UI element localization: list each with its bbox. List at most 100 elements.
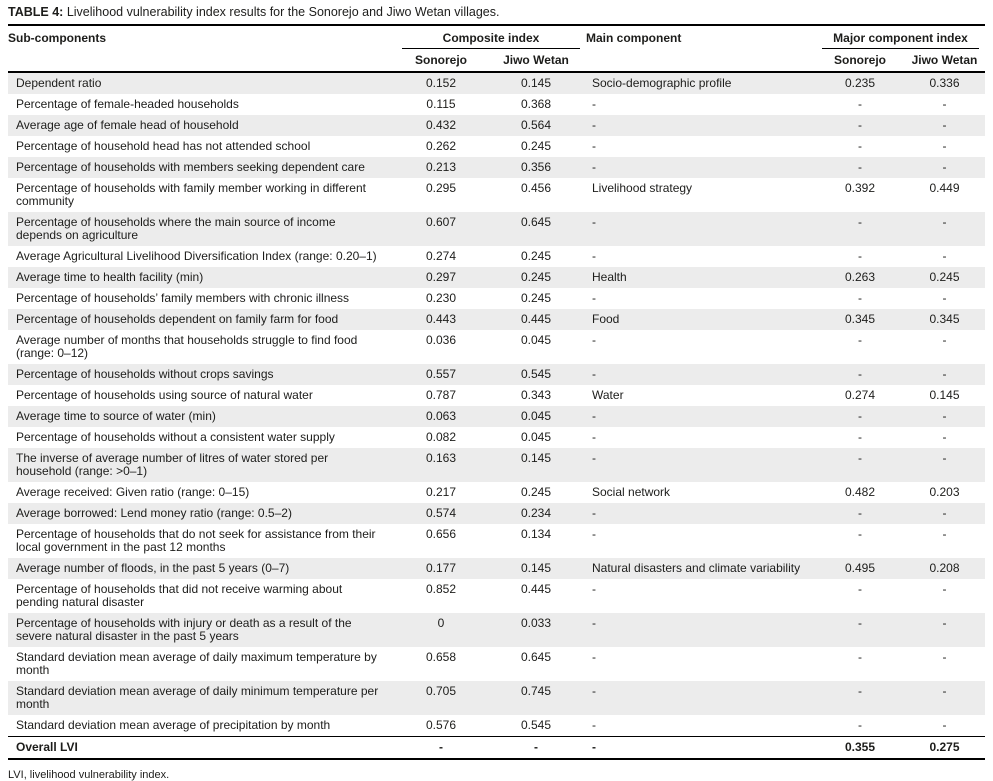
table-row: Average time to source of water (min) 0.…	[8, 406, 985, 427]
header-composite-index: Composite index	[396, 26, 586, 51]
composite-sonorejo-cell: 0.115	[426, 97, 456, 111]
composite-jiwo-cell: 0.645	[520, 215, 552, 229]
sub-component-cell: Standard deviation mean average of preci…	[16, 718, 331, 732]
major-jiwo-cell: -	[942, 409, 947, 423]
composite-sonorejo-cell: 0.705	[425, 684, 457, 698]
major-sonorejo-cell: -	[858, 650, 862, 664]
table-row: Average number of months that households…	[8, 330, 985, 364]
major-sonorejo-cell: -	[858, 616, 862, 630]
main-component-cell: -	[592, 409, 596, 423]
composite-sonorejo-cell: 0.576	[425, 718, 457, 732]
table-title-text: Livelihood vulnerability index results f…	[66, 5, 500, 19]
sub-component-cell: Percentage of households that did not re…	[16, 582, 343, 609]
composite-sonorejo-cell: 0.230	[425, 291, 457, 305]
table-row: Standard deviation mean average of daily…	[8, 681, 985, 715]
composite-sonorejo-cell: 0.297	[425, 270, 457, 284]
main-component-cell: Natural disasters and climate variabilit…	[592, 561, 801, 575]
overall-major-jiwo-cell: 0.275	[904, 736, 985, 760]
major-sonorejo-cell: 0.495	[844, 561, 876, 575]
main-component-cell: -	[592, 249, 596, 263]
major-jiwo-cell: -	[942, 139, 947, 153]
major-jiwo-cell: -	[942, 249, 947, 263]
sub-component-cell: Percentage of households with members se…	[16, 160, 365, 174]
composite-jiwo-cell: 0.145	[520, 76, 552, 90]
main-component-cell: -	[592, 616, 596, 630]
table-row: Average Agricultural Livelihood Diversif…	[8, 246, 985, 267]
major-jiwo-cell: -	[942, 718, 947, 732]
table-row: Dependent ratio 0.152 0.145 Socio-demogr…	[8, 72, 985, 94]
major-jiwo-cell: -	[942, 451, 947, 465]
composite-sonorejo-cell: 0.574	[425, 506, 457, 520]
major-jiwo-cell: -	[942, 97, 947, 111]
table-row: Percentage of households with members se…	[8, 157, 985, 178]
sub-component-cell: Percentage of households dependent on fa…	[16, 312, 339, 326]
sub-component-cell: Percentage of households’ family members…	[16, 291, 350, 305]
sub-component-cell: Standard deviation mean average of daily…	[16, 684, 379, 711]
composite-sonorejo-cell: 0.177	[425, 561, 457, 575]
composite-jiwo-cell: 0.045	[520, 333, 552, 347]
major-jiwo-cell: -	[942, 367, 947, 381]
table-row: Percentage of households with injury or …	[8, 613, 985, 647]
composite-sonorejo-cell: 0.656	[425, 527, 457, 541]
sub-component-cell: Average number of floods, in the past 5 …	[16, 561, 290, 575]
composite-jiwo-cell: 0.456	[520, 181, 552, 195]
overall-lvi-row: Overall LVI - - - 0.355 0.275	[8, 736, 985, 760]
overall-label-cell: Overall LVI	[8, 736, 396, 760]
sub-component-cell: Percentage of households without crops s…	[16, 367, 274, 381]
main-component-cell: -	[592, 527, 596, 541]
major-jiwo-cell: -	[942, 333, 947, 347]
table-row: Average time to health facility (min) 0.…	[8, 267, 985, 288]
major-sonorejo-cell: -	[858, 684, 862, 698]
header-major-sonorejo: Sonorejo	[816, 51, 904, 73]
major-jiwo-cell: 0.208	[929, 561, 960, 575]
composite-jiwo-cell: 0.145	[520, 561, 552, 575]
composite-jiwo-cell: 0.445	[520, 312, 552, 326]
main-component-cell: -	[592, 430, 596, 444]
composite-sonorejo-cell: 0	[437, 616, 445, 630]
composite-jiwo-cell: 0.045	[520, 409, 552, 423]
sub-component-cell: Percentage of female-headed households	[16, 97, 239, 111]
main-component-cell: -	[592, 684, 596, 698]
composite-sonorejo-cell: 0.787	[425, 388, 457, 402]
sub-component-cell: The inverse of average number of litres …	[16, 451, 329, 478]
main-component-cell: Health	[592, 270, 627, 284]
major-sonorejo-cell: -	[858, 215, 862, 229]
composite-sonorejo-cell: 0.443	[425, 312, 457, 326]
composite-sonorejo-cell: 0.152	[425, 76, 457, 90]
major-sonorejo-cell: 0.482	[844, 485, 876, 499]
major-jiwo-cell: -	[942, 291, 947, 305]
table-row: Average age of female head of household …	[8, 115, 985, 136]
major-jiwo-cell: -	[942, 506, 947, 520]
main-component-cell: Socio-demographic profile	[592, 76, 732, 90]
composite-sonorejo-cell: 0.274	[425, 249, 457, 263]
table-row: Average borrowed: Lend money ratio (rang…	[8, 503, 985, 524]
composite-jiwo-cell: 0.045	[520, 430, 552, 444]
composite-jiwo-cell: 0.234	[520, 506, 552, 520]
composite-jiwo-cell: 0.356	[520, 160, 552, 174]
major-sonorejo-cell: -	[858, 409, 862, 423]
main-component-cell: -	[592, 139, 596, 153]
main-component-cell: -	[592, 215, 596, 229]
major-jiwo-cell: 0.345	[929, 312, 960, 326]
composite-jiwo-cell: 0.545	[520, 718, 552, 732]
table-row: Percentage of households where the main …	[8, 212, 985, 246]
major-jiwo-cell: 0.145	[929, 388, 960, 402]
major-sonorejo-cell: -	[858, 118, 862, 132]
major-sonorejo-cell: -	[858, 139, 862, 153]
main-component-cell: -	[592, 118, 596, 132]
composite-jiwo-cell: 0.545	[520, 367, 552, 381]
composite-sonorejo-cell: 0.557	[425, 367, 457, 381]
major-jiwo-cell: 0.336	[929, 76, 960, 90]
composite-sonorejo-cell: 0.607	[425, 215, 457, 229]
main-component-cell: Food	[592, 312, 620, 326]
table-row: Percentage of household head has not att…	[8, 136, 985, 157]
composite-sonorejo-cell: 0.036	[425, 333, 457, 347]
composite-jiwo-cell: 0.245	[520, 139, 552, 153]
main-component-cell: -	[592, 367, 596, 381]
major-jiwo-cell: 0.203	[929, 485, 960, 499]
table-row: Percentage of households that do not see…	[8, 524, 985, 558]
major-sonorejo-cell: 0.235	[844, 76, 876, 90]
major-sonorejo-cell: -	[858, 582, 862, 596]
composite-jiwo-cell: 0.368	[520, 97, 552, 111]
